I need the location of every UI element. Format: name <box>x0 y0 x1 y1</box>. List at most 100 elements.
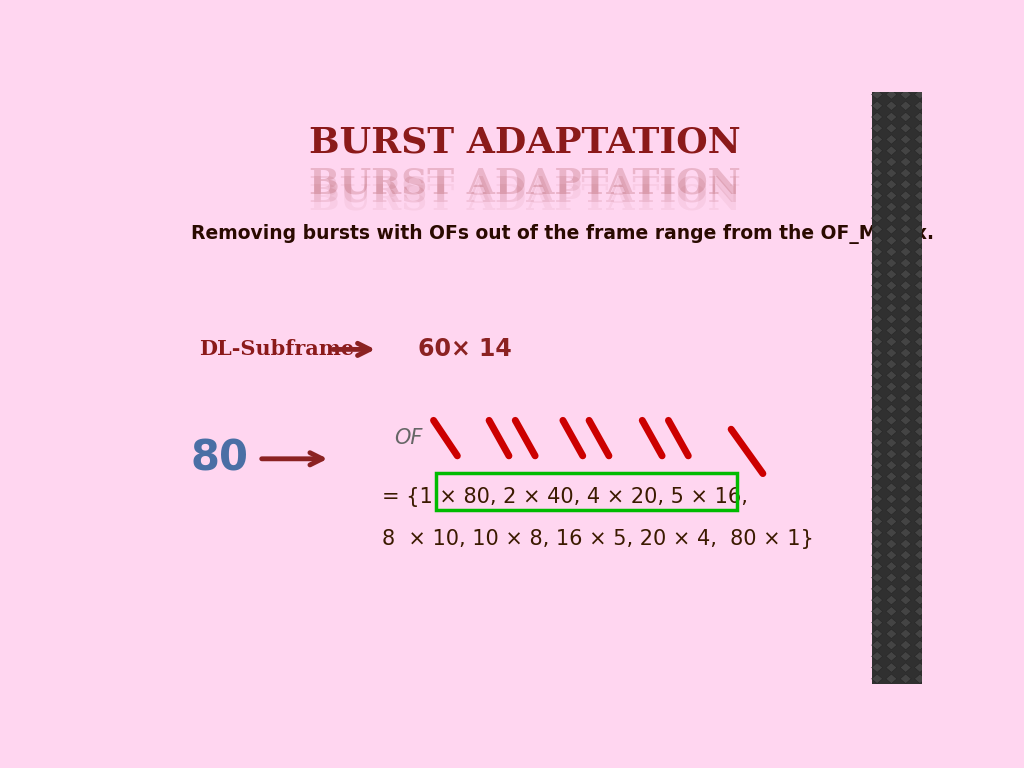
Polygon shape <box>900 247 911 257</box>
Polygon shape <box>900 393 911 402</box>
Polygon shape <box>914 415 926 425</box>
Polygon shape <box>871 202 883 212</box>
Polygon shape <box>900 236 911 245</box>
Polygon shape <box>914 472 926 482</box>
Polygon shape <box>886 438 897 448</box>
Polygon shape <box>886 393 897 402</box>
Polygon shape <box>914 236 926 245</box>
Polygon shape <box>900 134 911 144</box>
Polygon shape <box>900 101 911 111</box>
Polygon shape <box>886 224 897 234</box>
Polygon shape <box>914 438 926 448</box>
Polygon shape <box>886 326 897 335</box>
Polygon shape <box>886 292 897 302</box>
Polygon shape <box>871 348 883 358</box>
Polygon shape <box>900 438 911 448</box>
Polygon shape <box>900 78 911 88</box>
Polygon shape <box>886 584 897 594</box>
Polygon shape <box>900 595 911 605</box>
Polygon shape <box>871 270 883 279</box>
Polygon shape <box>900 607 911 616</box>
Polygon shape <box>886 573 897 582</box>
Polygon shape <box>900 517 911 526</box>
Polygon shape <box>914 427 926 436</box>
Polygon shape <box>914 561 926 571</box>
Polygon shape <box>914 382 926 392</box>
Polygon shape <box>900 359 911 369</box>
Polygon shape <box>900 292 911 302</box>
Polygon shape <box>900 427 911 436</box>
Polygon shape <box>886 495 897 504</box>
Polygon shape <box>900 641 911 650</box>
Polygon shape <box>900 124 911 133</box>
Text: BURST ADAPTATION: BURST ADAPTATION <box>309 125 740 160</box>
Polygon shape <box>886 629 897 638</box>
Polygon shape <box>886 382 897 392</box>
Polygon shape <box>914 348 926 358</box>
Polygon shape <box>871 258 883 268</box>
Polygon shape <box>914 315 926 324</box>
Polygon shape <box>886 359 897 369</box>
Polygon shape <box>914 551 926 560</box>
Polygon shape <box>914 618 926 627</box>
Polygon shape <box>871 326 883 335</box>
Polygon shape <box>886 124 897 133</box>
Polygon shape <box>914 371 926 380</box>
Polygon shape <box>886 561 897 571</box>
Polygon shape <box>871 236 883 245</box>
Polygon shape <box>886 539 897 548</box>
Polygon shape <box>900 224 911 234</box>
Polygon shape <box>871 281 883 290</box>
Text: 80: 80 <box>190 438 248 480</box>
Polygon shape <box>914 270 926 279</box>
Bar <box>871 92 922 684</box>
Polygon shape <box>886 405 897 414</box>
Polygon shape <box>914 651 926 661</box>
Polygon shape <box>886 427 897 436</box>
Polygon shape <box>914 224 926 234</box>
Polygon shape <box>886 202 897 212</box>
Polygon shape <box>886 101 897 111</box>
Polygon shape <box>914 134 926 144</box>
Polygon shape <box>914 449 926 458</box>
Polygon shape <box>871 146 883 155</box>
Polygon shape <box>886 371 897 380</box>
Polygon shape <box>886 505 897 515</box>
Polygon shape <box>886 90 897 99</box>
Polygon shape <box>914 90 926 99</box>
Polygon shape <box>914 191 926 200</box>
Polygon shape <box>914 393 926 402</box>
Polygon shape <box>900 281 911 290</box>
Polygon shape <box>886 68 897 77</box>
Polygon shape <box>871 551 883 560</box>
Polygon shape <box>900 405 911 414</box>
Text: 8  × 10, 10 × 8, 16 × 5, 20 × 4,  80 × 1}: 8 × 10, 10 × 8, 16 × 5, 20 × 4, 80 × 1} <box>382 528 814 548</box>
Polygon shape <box>914 674 926 684</box>
Polygon shape <box>871 472 883 482</box>
Polygon shape <box>900 180 911 189</box>
Polygon shape <box>886 607 897 616</box>
Polygon shape <box>886 281 897 290</box>
Polygon shape <box>914 483 926 492</box>
Polygon shape <box>900 629 911 638</box>
Text: 60× 14: 60× 14 <box>418 337 511 362</box>
Polygon shape <box>886 303 897 313</box>
Polygon shape <box>871 651 883 661</box>
Polygon shape <box>871 101 883 111</box>
Polygon shape <box>900 483 911 492</box>
Polygon shape <box>871 393 883 402</box>
Polygon shape <box>886 483 897 492</box>
Polygon shape <box>900 270 911 279</box>
Polygon shape <box>900 584 911 594</box>
Polygon shape <box>900 214 911 223</box>
Polygon shape <box>886 348 897 358</box>
Polygon shape <box>871 449 883 458</box>
Polygon shape <box>886 236 897 245</box>
Polygon shape <box>871 641 883 650</box>
Polygon shape <box>914 157 926 167</box>
Polygon shape <box>871 528 883 538</box>
Polygon shape <box>871 483 883 492</box>
Polygon shape <box>871 618 883 627</box>
Polygon shape <box>900 303 911 313</box>
Polygon shape <box>886 146 897 155</box>
